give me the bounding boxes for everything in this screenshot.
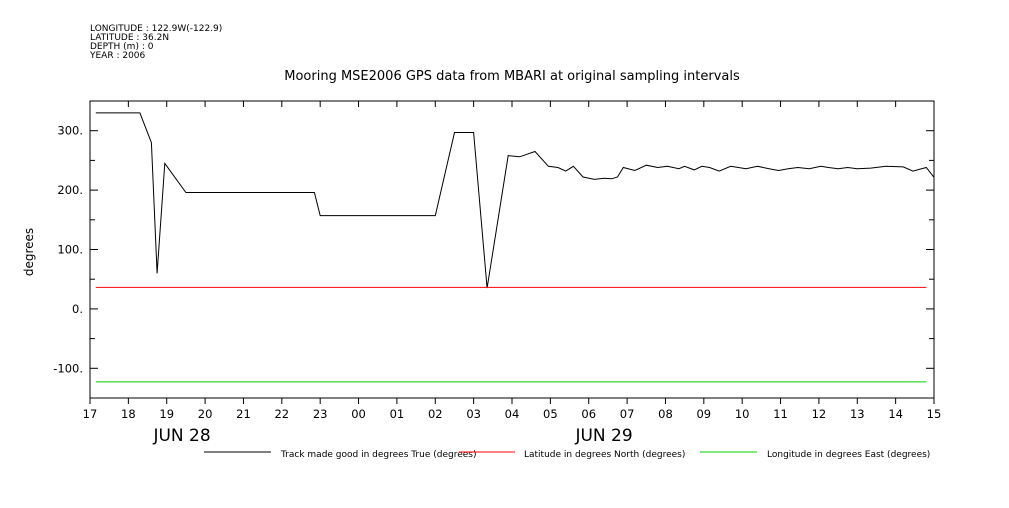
x-tick-label: 23 [313,407,328,421]
date-label: JUN 29 [574,426,632,446]
x-tick-label: 02 [428,407,443,421]
x-tick-label: 12 [812,407,827,421]
x-tick-label: 19 [159,407,174,421]
x-tick-label: 01 [390,407,405,421]
x-tick-label: 09 [696,407,711,421]
legend-latitude-label: Latitude in degrees North (degrees) [524,450,685,460]
x-tick-label: 17 [83,407,98,421]
x-tick-label: 14 [888,407,903,421]
metadata-block: LONGITUDE : 122.9W(-122.9) LATITUDE : 36… [89,24,222,61]
x-tick-label: 00 [351,407,366,421]
metadata-year: YEAR : 2006 [89,51,146,61]
legend-longitude-label: Longitude in degrees East (degrees) [767,450,930,460]
x-tick-label: 21 [236,407,251,421]
x-tick-label: 22 [274,407,289,421]
series-track-line [95,112,934,289]
x-tick-label: 15 [927,407,942,421]
x-tick-label: 10 [735,407,750,421]
y-tick-label: -100. [53,361,83,375]
y-tick-label: 100. [57,243,83,257]
x-tick-label: 13 [850,407,865,421]
metadata-latitude: LATITUDE : 36.2N [90,33,169,43]
x-tick-label: 06 [581,407,596,421]
x-tick-label: 05 [543,407,558,421]
x-tick-label: 20 [198,407,213,421]
x-tick-label: 08 [658,407,673,421]
metadata-depth: DEPTH (m) : 0 [90,42,154,52]
chart-title: Mooring MSE2006 GPS data from MBARI at o… [284,69,740,84]
y-tick-label: 300. [57,124,83,138]
date-label: JUN 28 [152,426,210,446]
y-tick-label: 200. [57,183,83,197]
plot-area-frame [89,100,935,399]
x-tick-label: 07 [620,407,635,421]
x-tick-label: 18 [121,407,136,421]
legend-track-label: Track made good in degrees True (degrees… [280,450,477,460]
x-tick-label: 11 [773,407,788,421]
metadata-longitude: LONGITUDE : 122.9W(-122.9) [90,24,222,34]
x-tick-label: 04 [505,407,520,421]
x-tick-label: 03 [466,407,481,421]
y-tick-label: 0. [72,302,83,316]
y-axis-label: degrees [22,228,36,276]
